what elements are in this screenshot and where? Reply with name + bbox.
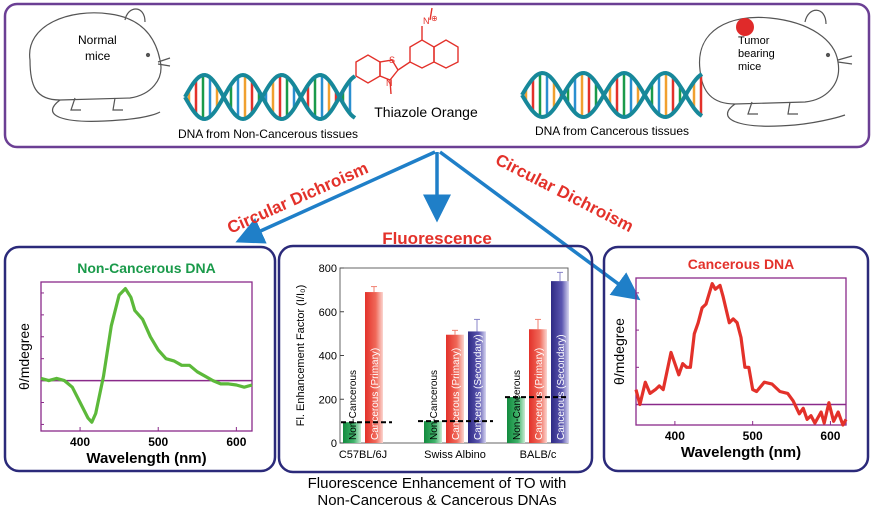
y-tick-label: 600 [319, 307, 337, 319]
bar-label: Non-Cancerous [429, 370, 440, 440]
x-tick-label: 500 [743, 429, 763, 443]
y-tick-label: 400 [319, 351, 337, 363]
x-tick-label: 400 [665, 429, 685, 443]
category-label: Swiss Albino [424, 449, 486, 461]
molecule-name: Thiazole Orange [374, 104, 478, 120]
fluorescence-bar-chart: 0 200 400 600 800 Fl. Enhancement Factor (I/I… [295, 263, 569, 461]
bar-red [365, 292, 383, 443]
cancerous-panel-frame [602, 245, 870, 473]
caption-line1: Fluorescence Enhancement of TO with [308, 475, 567, 492]
top-panel-frame [3, 2, 871, 149]
bar-navy [551, 281, 569, 443]
tumor-mice-label-line3: mice [738, 61, 761, 73]
category-label: BALB/c [520, 449, 557, 461]
tumor-mice-label-line1: Tumor [738, 35, 770, 47]
dna-backbone-strand [183, 72, 357, 122]
arrow-left-cd [235, 150, 436, 244]
chart-title: Cancerous DNA [688, 256, 795, 272]
x-tick-label: 500 [148, 435, 168, 449]
fluorescence-panel-frame [277, 244, 594, 474]
quinolinium-nitrogen-atom: N [423, 16, 430, 26]
y-axis-label: θ/mdegree [611, 318, 627, 385]
caption-line2: Non-Cancerous & Cancerous DNAs [317, 492, 556, 509]
bar-label: Cancerous (Secondary) [473, 334, 484, 440]
sulfur-atom: S [389, 55, 395, 65]
tumor-mouse-illustration [699, 9, 853, 127]
dna-backbone-strand [520, 70, 704, 120]
tumor-icon [736, 18, 754, 36]
circular-dichroism-right-label: Circular Dichroism [492, 150, 636, 236]
bar-label: Cancerous (Primary) [370, 348, 381, 440]
positive-charge-icon: ⊕ [431, 14, 438, 23]
dna-cancerous-label: DNA from Cancerous tissues [535, 124, 689, 138]
category-label: C57BL/6J [339, 449, 387, 461]
normal-mouse-illustration [29, 8, 171, 122]
x-axis-label: Wavelength (nm) [86, 450, 206, 467]
cd-chart-non-cancerous: Non-Cancerous DNA 400 500 600 Wavelength (nm… [16, 260, 253, 467]
plot-frame [40, 281, 253, 432]
x-tick-label: 600 [820, 429, 840, 443]
dna-helix-cancerous [520, 70, 704, 120]
dna-non-cancerous-label: DNA from Non-Cancerous tissues [178, 127, 358, 141]
bar-label: Cancerous (Primary) [534, 348, 545, 440]
bar-label: Cancerous (Secondary) [556, 334, 567, 440]
dna-backbone-strand [183, 72, 357, 122]
bar-red [529, 329, 547, 443]
chart-title: Non-Cancerous DNA [77, 260, 215, 276]
non-cancerous-panel-frame [3, 245, 277, 473]
bar-green [424, 421, 442, 443]
dna-backbone-strand [520, 70, 704, 120]
bar-red [446, 334, 464, 443]
x-tick-label: 600 [226, 435, 246, 449]
arrow-right-cd [438, 150, 641, 301]
x-tick-label: 400 [70, 435, 90, 449]
y-tick-label: 800 [319, 263, 337, 275]
bar-green [343, 422, 361, 443]
y-axis-label: Fl. Enhancement Factor (I/I₀) [295, 285, 307, 427]
y-tick-label: 0 [331, 438, 337, 450]
fluorescence-label: Fluorescence [382, 229, 492, 248]
thiazole-orange-structure [355, 7, 459, 95]
bar-label: Non-Cancerous [512, 370, 523, 440]
nitrogen-atom: N [386, 78, 393, 88]
circular-dichroism-left-label: Circular Dichroism [224, 158, 371, 237]
bar-label: Cancerous (Primary) [451, 348, 462, 440]
cd-spectrum-line [40, 287, 253, 424]
y-axis-label: θ/mdegree [16, 323, 32, 390]
bar-navy [468, 331, 486, 443]
dna-helix-non-cancerous [183, 72, 357, 122]
x-axis-label: Wavelength (nm) [681, 444, 801, 461]
tumor-mice-label-line2: bearing [738, 48, 775, 60]
normal-mice-label-line2: mice [85, 49, 111, 63]
cd-spectrum-line [634, 282, 848, 427]
bar-label: Non-Cancerous [348, 370, 359, 440]
y-tick-label: 200 [319, 394, 337, 406]
normal-mice-label-line1: Normal [78, 33, 117, 47]
plot-frame [635, 277, 847, 426]
bar-green [507, 397, 525, 443]
cd-chart-cancerous: Cancerous DNA 400 500 600 Wavelength (nm) θ/m… [611, 256, 848, 461]
